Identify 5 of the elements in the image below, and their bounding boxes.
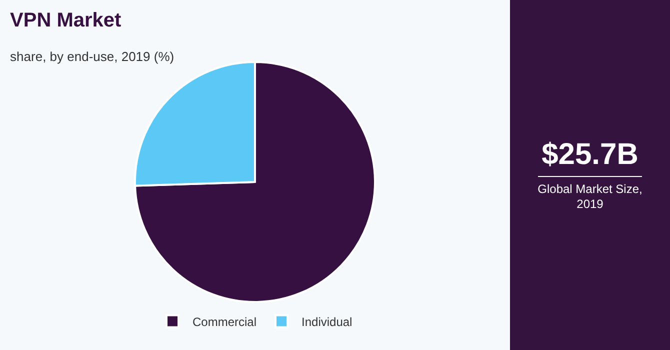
legend-label: Individual <box>302 314 352 329</box>
chart-subtitle: share, by end-use, 2019 (%) <box>10 49 174 64</box>
legend-label: Commercial <box>192 314 257 329</box>
chart-title: VPN Market <box>10 9 122 32</box>
side-panel: $25.7B Global Market Size, 2019 <box>510 0 670 350</box>
